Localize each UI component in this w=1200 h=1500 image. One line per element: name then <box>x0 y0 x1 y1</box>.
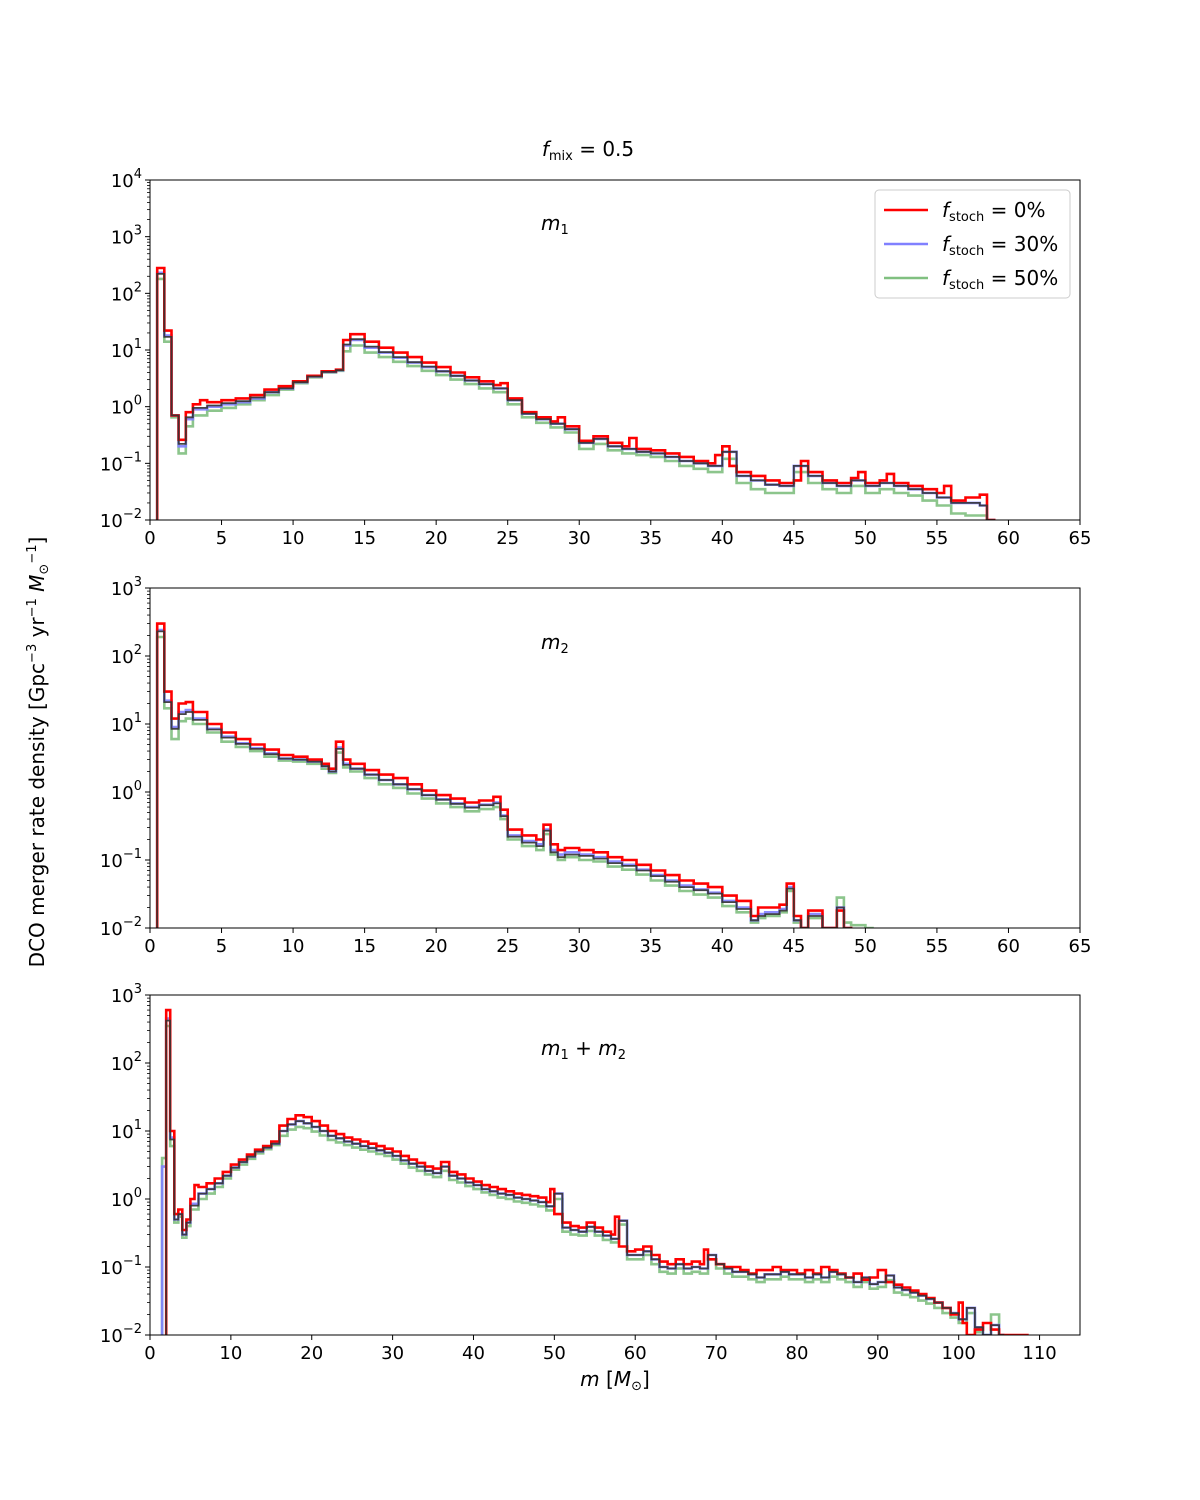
x-tick-label: 20 <box>300 1343 323 1364</box>
axes-frame-2 <box>149 994 1081 1336</box>
legend-frame <box>874 189 1071 299</box>
series-line-0-2 <box>155 277 996 520</box>
y-tick-label: 102 <box>111 643 142 668</box>
legend: fstoch = 0% fstoch = 30% fstoch = 50% <box>874 189 1071 299</box>
y-tick-label: 100 <box>111 1186 142 1211</box>
x-tick-label: 15 <box>353 936 376 957</box>
y-tick-label: 101 <box>111 337 142 362</box>
x-tick-label: 10 <box>219 1343 242 1364</box>
x-tick-label: 65 <box>1069 528 1092 549</box>
x-tick-label: 40 <box>711 936 734 957</box>
x-tick-label: 20 <box>425 936 448 957</box>
series-line-0-3 <box>156 273 996 520</box>
x-tick-label: 0 <box>144 1343 155 1364</box>
y-tick-label: 102 <box>111 1050 142 1075</box>
series-line-2-1 <box>160 1017 1005 1335</box>
x-tick-label: 80 <box>786 1343 809 1364</box>
x-tick-label: 35 <box>639 528 662 549</box>
x-tick-label: 60 <box>624 1343 647 1364</box>
panel-m2: 0 5 10 15 20 25 30 35 40 45 50 55 60 65 10−2 10−1 100 101… <box>100 575 1092 957</box>
x-tick-label: 55 <box>925 936 948 957</box>
x-tick-label: 65 <box>1069 936 1092 957</box>
legend-entry-1: fstoch = 30% <box>942 232 1058 259</box>
x-tick-label: 110 <box>1022 1343 1056 1364</box>
x-tick-label: 60 <box>997 528 1020 549</box>
x-tick-label: 60 <box>997 936 1020 957</box>
series-line-2-3 <box>165 1019 1005 1335</box>
y-tick-label: 10−1 <box>100 1254 142 1279</box>
y-tick-label: 104 <box>111 167 142 192</box>
x-tick-label: 50 <box>854 936 877 957</box>
x-tick-label: 90 <box>866 1343 889 1364</box>
x-tick-label: 45 <box>782 936 805 957</box>
series-line-2-0 <box>164 1008 1029 1335</box>
y-tick-label: 10−2 <box>100 915 142 940</box>
panel-label-m1: m1 <box>541 211 569 238</box>
x-tick-label: 55 <box>925 528 948 549</box>
panel-m1: 0 5 10 15 20 25 30 35 40 45 50 55 60 65 10−2 10−1 100 101… <box>100 167 1092 549</box>
x-tick-label: 30 <box>568 936 591 957</box>
legend-entry-0: fstoch = 0% <box>942 198 1045 225</box>
x-tick-label: 0 <box>144 936 155 957</box>
panel-label-m2: m2 <box>541 630 569 657</box>
y-tick-label: 102 <box>111 280 142 305</box>
legend-entry-2: fstoch = 50% <box>942 266 1058 293</box>
y-tick-label: 101 <box>111 1118 142 1143</box>
x-tick-label: 50 <box>543 1343 566 1364</box>
x-tick-label: 20 <box>425 528 448 549</box>
x-tick-label: 40 <box>462 1343 485 1364</box>
series-line-1-3 <box>156 630 852 928</box>
x-tick-label: 30 <box>381 1343 404 1364</box>
x-tick-label: 25 <box>496 936 519 957</box>
x-tick-label: 40 <box>711 528 734 549</box>
y-tick-label: 100 <box>111 779 142 804</box>
axes-frame-1 <box>149 587 1081 929</box>
x-tick-label: 15 <box>353 528 376 549</box>
y-tick-label: 103 <box>111 575 142 600</box>
x-tick-label: 10 <box>282 528 305 549</box>
figure-title: fmix = 0.5 <box>542 137 634 164</box>
y-tick-label: 101 <box>111 711 142 736</box>
x-tick-label: 0 <box>144 528 155 549</box>
series-line-1-1 <box>155 628 853 928</box>
series-line-1-2 <box>155 635 874 928</box>
x-tick-label: 10 <box>282 936 305 957</box>
series-line-1-0 <box>155 622 853 928</box>
series-line-2-2 <box>160 1024 1005 1335</box>
x-axis-label: m [M⊙] <box>580 1367 650 1394</box>
x-tick-label: 5 <box>216 936 227 957</box>
y-tick-label: 103 <box>111 224 142 249</box>
x-tick-label: 100 <box>942 1343 976 1364</box>
y-tick-label: 10−1 <box>100 450 142 475</box>
y-tick-label: 10−2 <box>100 1322 142 1347</box>
panel-m1-plus-m2: 0 10 20 30 40 50 60 70 80 90 100 110 10−2 10−1 100 101 1… <box>100 982 1081 1364</box>
y-tick-label: 100 <box>111 394 142 419</box>
x-tick-label: 45 <box>782 528 805 549</box>
y-axis-label: DCO merger rate density [Gpc−3 yr−1 M⊙−1… <box>25 537 52 968</box>
x-tick-label: 70 <box>705 1343 728 1364</box>
y-tick-label: 103 <box>111 982 142 1007</box>
x-tick-label: 50 <box>854 528 877 549</box>
panel-label-m1-plus-m2: m1 + m2 <box>541 1036 626 1063</box>
y-tick-label: 10−2 <box>100 507 142 532</box>
x-tick-label: 35 <box>639 936 662 957</box>
x-tick-label: 5 <box>216 528 227 549</box>
x-tick-label: 25 <box>496 528 519 549</box>
x-tick-label: 30 <box>568 528 591 549</box>
y-tick-label: 10−1 <box>100 847 142 872</box>
